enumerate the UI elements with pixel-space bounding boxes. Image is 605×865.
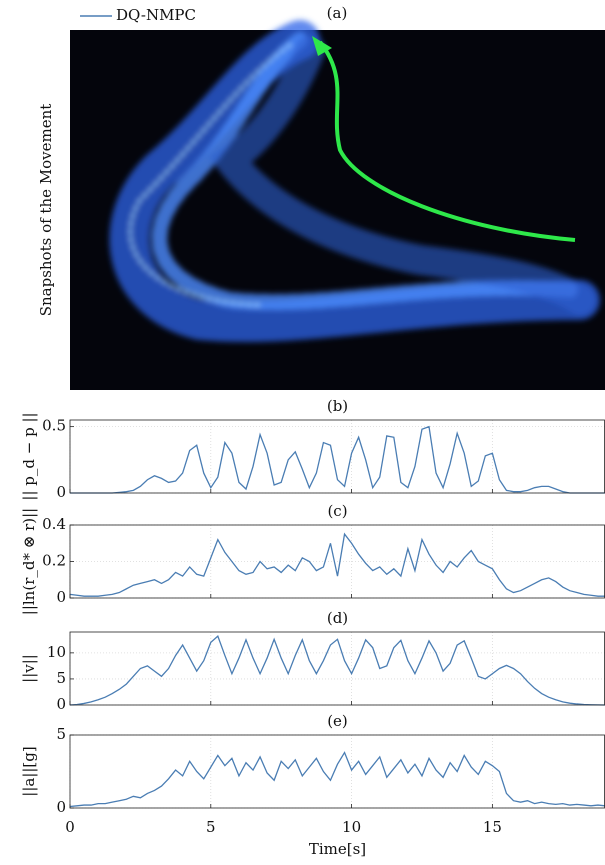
y-axis-label: || p_d − p || [20,412,38,500]
y-tick-label: 0 [56,483,66,501]
y-tick-label: 5 [56,669,66,687]
panel-title: (a) [327,4,348,22]
y-tick-label: 5 [56,725,66,743]
data-line [69,532,605,597]
y-tick-label: 0 [56,695,66,713]
y-tick-label: 0 [56,798,66,816]
trajectory-arrow [318,40,576,242]
y-axis-label: Snapshots of the Movement [37,104,55,317]
y-axis-label: ||a||[g] [20,746,38,796]
x-tick-label: 10 [342,818,361,836]
data-line [70,425,605,494]
data-line [69,635,605,706]
data-line [69,751,605,808]
y-tick-label: 10 [47,643,66,661]
plot-frame [69,419,605,494]
light-trails [109,20,600,343]
y-tick-label: 0.5 [42,417,66,435]
y-tick-label: 0 [56,588,66,606]
y-axis-label: ||v|| [20,654,38,683]
panel-title: (b) [327,397,348,415]
x-axis-label: Time[s] [309,840,366,858]
y-tick-label: 0.4 [42,515,66,533]
y-tick-label: 0.2 [42,552,66,570]
x-tick-label: 15 [483,818,502,836]
panel-title: (e) [327,712,348,730]
panel-title: (c) [327,502,347,520]
photo-panel: (a) Snapshots of the Movement [37,4,605,390]
y-axis-label: ||ln(r_d* ⊗ r)|| [20,508,38,615]
x-tick-label: 0 [65,818,75,836]
panel-title: (d) [327,609,348,627]
legend-label: DQ-NMPC [116,6,196,24]
legend: DQ-NMPC [80,6,196,24]
arrow-head [312,36,332,56]
plot-frame [69,734,605,809]
x-tick-label: 5 [206,818,216,836]
